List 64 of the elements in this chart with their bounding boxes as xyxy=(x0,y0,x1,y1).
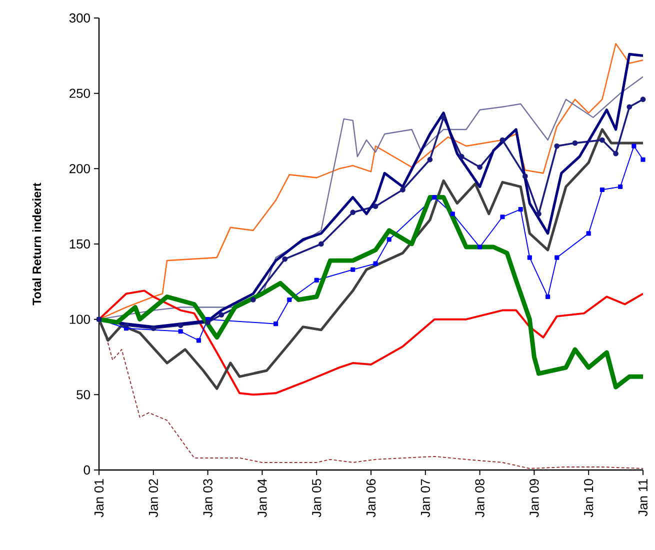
point xyxy=(400,187,406,192)
point xyxy=(527,255,532,260)
point xyxy=(626,104,632,110)
y-tick-label: 150 xyxy=(70,239,90,249)
point xyxy=(282,256,288,262)
point xyxy=(618,184,623,190)
point xyxy=(124,322,129,328)
point xyxy=(518,207,523,212)
point xyxy=(546,294,550,300)
y-tick-label: 0 xyxy=(84,465,90,475)
point xyxy=(218,312,224,318)
point xyxy=(536,211,542,217)
x-tick-label: Jan 11 xyxy=(638,479,648,516)
x-tick-label: Jan 01 xyxy=(94,479,104,518)
point xyxy=(586,231,591,236)
x-tick-label: Jan 07 xyxy=(420,479,430,518)
point xyxy=(314,278,319,282)
point xyxy=(250,297,256,302)
point xyxy=(274,322,278,326)
point xyxy=(372,204,378,210)
point xyxy=(500,137,506,143)
point xyxy=(613,150,618,156)
point xyxy=(600,137,605,143)
x-tick-label: Jan 08 xyxy=(475,479,484,518)
x-tick-label: Jan 03 xyxy=(203,479,212,518)
point xyxy=(640,96,646,102)
point xyxy=(287,297,292,302)
point xyxy=(500,214,505,220)
point xyxy=(386,237,392,242)
y-axis-title: Total Return indexiert xyxy=(32,182,42,306)
x-tick-label: Jan 05 xyxy=(312,479,322,518)
point xyxy=(458,154,464,160)
point xyxy=(477,164,482,170)
point xyxy=(440,114,446,120)
point xyxy=(373,261,378,266)
x-tick-label: Jan 10 xyxy=(584,479,594,518)
point xyxy=(478,244,482,250)
point xyxy=(350,267,356,272)
x-tick-label: Jan 04 xyxy=(258,478,267,518)
point xyxy=(318,241,324,247)
point xyxy=(427,156,433,162)
point xyxy=(522,174,528,179)
x-tick-label: Jan 09 xyxy=(530,479,539,518)
point xyxy=(554,143,560,149)
point xyxy=(350,210,356,216)
point xyxy=(432,194,437,200)
y-tick-label: 250 xyxy=(70,88,90,98)
point xyxy=(178,329,183,334)
y-tick-label: 300 xyxy=(69,13,90,23)
point xyxy=(178,322,184,328)
y-tick-label: 100 xyxy=(70,314,90,324)
point xyxy=(450,212,455,216)
point xyxy=(196,338,202,343)
point xyxy=(150,326,156,332)
point xyxy=(640,157,646,162)
point xyxy=(600,187,604,192)
x-tick-label: Jan 02 xyxy=(148,479,158,518)
point xyxy=(554,255,560,260)
x-tick-label: Jan 06 xyxy=(366,479,376,518)
point xyxy=(632,144,636,148)
point xyxy=(205,320,210,326)
y-tick-label: 200 xyxy=(70,164,90,174)
point xyxy=(572,140,578,146)
y-tick-label: 50 xyxy=(76,390,90,400)
